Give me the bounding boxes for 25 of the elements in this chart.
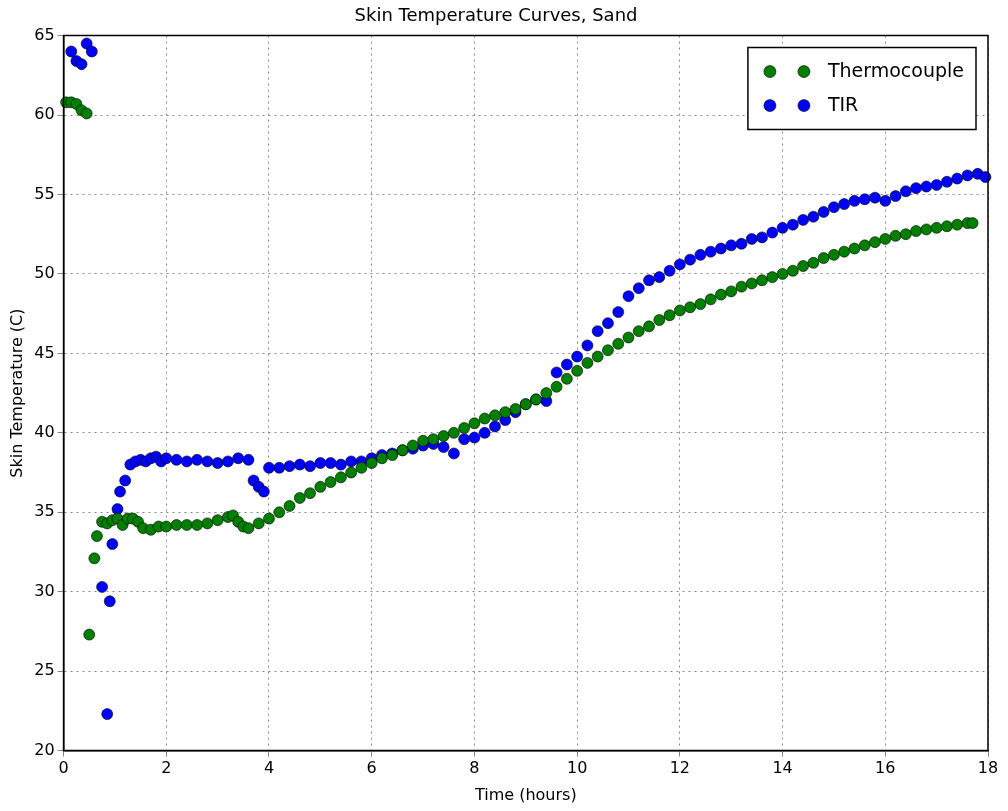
chart-title: Skin Temperature Curves, Sand [354, 4, 638, 26]
y-tick-label: 45 [34, 342, 55, 362]
x-tick-label: 12 [669, 758, 691, 778]
x-tick-label: 16 [875, 758, 896, 778]
y-tick-label: 65 [34, 24, 55, 44]
x-tick-label: 4 [263, 758, 275, 778]
x-tick-label: 14 [772, 758, 793, 778]
y-axis-title: Skin Temperature (C) [6, 308, 26, 478]
y-tick-label: 55 [34, 183, 55, 203]
y-tick-label: 40 [34, 421, 55, 441]
x-tick-label: 2 [161, 758, 172, 778]
y-tick-label: 60 [34, 104, 55, 124]
x-tick-label: 18 [977, 758, 999, 778]
y-tick-label: 30 [34, 580, 55, 600]
x-tick-label: 10 [566, 758, 588, 778]
y-tick-label: 35 [34, 501, 55, 521]
legend-label: Thermocouple [826, 58, 964, 81]
y-tick-label: 50 [34, 263, 55, 283]
x-tick-label: 0 [58, 758, 69, 778]
y-tick-label: 25 [34, 660, 55, 680]
legend-label: TIR [826, 92, 859, 115]
y-tick-label: 20 [34, 739, 55, 759]
x-tick-label: 6 [366, 758, 377, 778]
x-axis-title: Time (hours) [473, 784, 577, 804]
x-tick-label: 8 [469, 758, 480, 778]
